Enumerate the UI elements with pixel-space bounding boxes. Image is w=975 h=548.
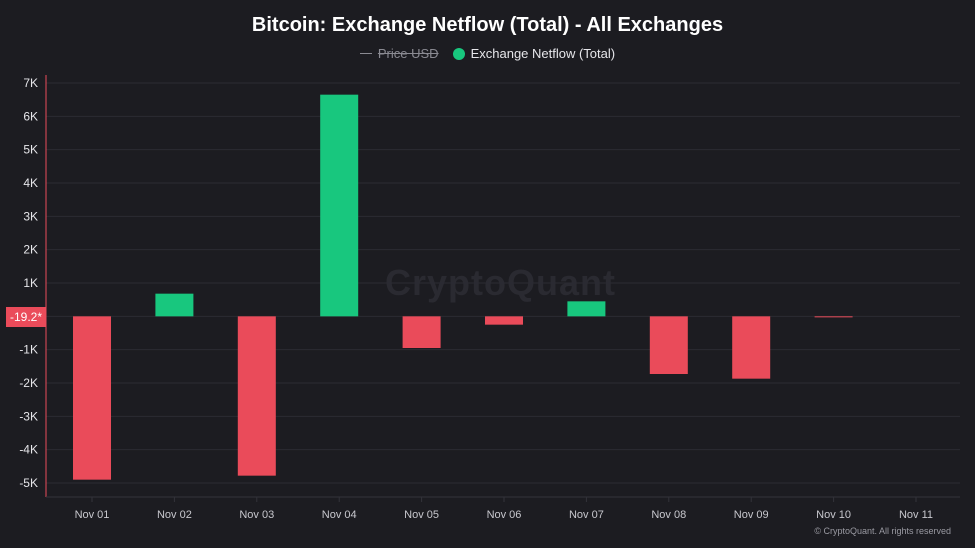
- y-tick-label: 7K: [23, 76, 38, 90]
- y-tick-label: 2K: [23, 243, 38, 257]
- y-tick-label: -2K: [19, 376, 38, 390]
- y-tick-label: 6K: [23, 109, 38, 123]
- y-tick-label: 1K: [23, 276, 38, 290]
- y-tick-label: 4K: [23, 176, 38, 190]
- y-tick-label: 5K: [23, 143, 38, 157]
- y-tick-label: -1K: [19, 343, 38, 357]
- netflow-bar: [320, 94, 359, 317]
- x-tick-label: Nov 09: [734, 509, 769, 521]
- netflow-bar: [649, 316, 688, 374]
- chart-title: Bitcoin: Exchange Netflow (Total) - All …: [251, 14, 724, 36]
- line-icon: [359, 53, 372, 54]
- x-tick-label: Nov 11: [899, 509, 933, 521]
- x-tick-label: Nov 05: [404, 509, 439, 521]
- dot-icon: [452, 47, 465, 60]
- current-value-marker: -19.2*: [6, 307, 46, 327]
- y-tick-label: -4K: [19, 443, 38, 457]
- x-tick-label: Nov 06: [487, 509, 522, 521]
- netflow-bar: [732, 316, 771, 379]
- netflow-bar: [567, 301, 606, 317]
- copyright-text: © CryptoQuant. All rights reserved: [814, 526, 951, 536]
- legend-item-netflow[interactable]: Exchange Netflow (Total): [452, 46, 616, 61]
- chart-legend: Price USD Exchange Netflow (Total): [0, 46, 975, 61]
- netflow-bar: [402, 316, 441, 348]
- x-tick-label: Nov 10: [816, 509, 851, 521]
- netflow-bar: [155, 293, 194, 317]
- x-tick-label: Nov 02: [157, 509, 192, 521]
- y-tick-label: -5K: [19, 476, 38, 490]
- x-tick-label: Nov 04: [322, 509, 357, 521]
- netflow-bar: [237, 316, 276, 476]
- x-tick-label: Nov 07: [569, 509, 604, 521]
- x-tick-label: Nov 08: [651, 509, 686, 521]
- legend-price-label: Price USD: [377, 46, 439, 61]
- legend-netflow-label: Exchange Netflow (Total): [470, 46, 616, 61]
- netflow-bar: [485, 316, 523, 325]
- y-tick-label: 3K: [23, 209, 38, 223]
- legend-item-price[interactable]: Price USD: [359, 46, 439, 61]
- y-tick-label: -3K: [19, 409, 38, 423]
- x-tick-label: Nov 03: [239, 509, 274, 521]
- netflow-bar: [814, 316, 853, 318]
- netflow-bar: [73, 316, 111, 480]
- x-tick-label: Nov 01: [75, 509, 110, 521]
